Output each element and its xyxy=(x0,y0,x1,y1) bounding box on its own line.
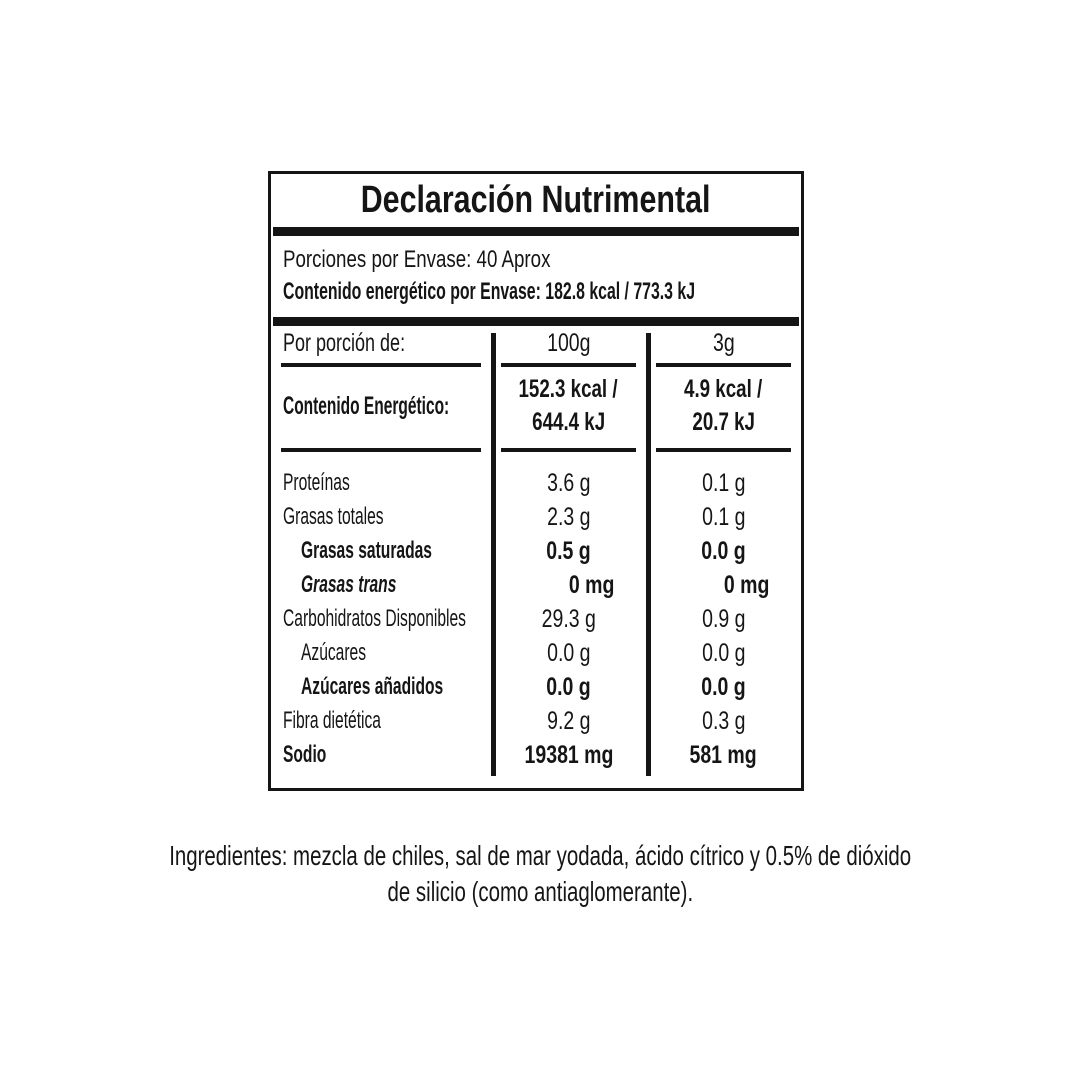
energy-per-3g-value: 4.9 kcal / 20.7 kJ xyxy=(684,375,763,436)
portion-label: Por porción de: xyxy=(283,328,406,357)
table-title-text: Declaración Nutrimental xyxy=(361,179,711,221)
servings-per-package: Porciones por Envase: 40 Aprox xyxy=(283,246,551,273)
value-per-100g: 3.6 g xyxy=(546,469,591,497)
header-portion-cell: Por porción de: xyxy=(271,326,491,367)
energy-underline xyxy=(501,448,636,452)
value-per-100g: 19381 mg xyxy=(524,741,613,769)
nutrient-label: Carbohidratos Disponibles xyxy=(283,605,466,632)
table-title: Declaración Nutrimental xyxy=(271,174,801,227)
value-per-3g: 0.9 g xyxy=(701,605,746,633)
value-per-3g: 0.1 g xyxy=(701,469,746,497)
value-per-100g: 9.2 g xyxy=(546,707,591,735)
columns-area: Por porción de: 100g 3g Contenido Energ xyxy=(271,326,801,788)
package-info-section: Porciones por Envase: 40 Aprox Contenido… xyxy=(271,236,801,317)
header-underline xyxy=(656,363,791,367)
value-per-3g: 0.3 g xyxy=(701,707,746,735)
nutrient-label: Fibra dietética xyxy=(283,707,381,734)
value-per-100g: 0.0 g xyxy=(546,673,591,701)
ingredients-text: Ingredientes: mezcla de chiles, sal de m… xyxy=(0,838,1080,910)
nutrient-label: Sodio xyxy=(283,741,327,768)
header-100g-cell: 100g xyxy=(491,326,646,367)
value-per-3g: 0.1 g xyxy=(701,503,746,531)
header-underline xyxy=(281,363,481,367)
nutrient-label: Grasas totales xyxy=(283,503,384,530)
energy-underline xyxy=(656,448,791,452)
value-per-100g: 0.5 g xyxy=(546,537,591,565)
column-100g-label: 100g xyxy=(546,328,591,357)
header-3g-cell: 3g xyxy=(646,326,801,367)
divider-bar-top xyxy=(273,227,799,236)
nutrient-label: Proteínas xyxy=(283,469,350,496)
energy-100g-cell: 152.3 kcal / 644.4 kJ xyxy=(491,367,646,452)
energy-row-label: Contenido Energético: xyxy=(283,391,450,420)
nutrients-list: Proteínas 3.6 g 0.1 g Grasas totales 2.3… xyxy=(271,466,801,772)
ingredients-line-1: Ingredientes: mezcla de chiles, sal de m… xyxy=(169,840,911,871)
energy-3g-cell: 4.9 kcal / 20.7 kJ xyxy=(646,367,801,452)
value-per-3g: 0.0 g xyxy=(701,537,746,565)
column-divider-2 xyxy=(646,333,651,776)
value-per-3g: 0 mg xyxy=(723,571,769,599)
value-per-3g: 0.0 g xyxy=(701,673,746,701)
ingredients-line-2: de silicio (como antiaglomerante). xyxy=(387,876,693,907)
energy-per-package: Contenido energético por Envase: 182.8 k… xyxy=(283,278,696,305)
header-underline xyxy=(501,363,636,367)
value-per-100g: 29.3 g xyxy=(541,605,596,633)
value-per-100g: 2.3 g xyxy=(546,503,591,531)
value-per-100g: 0 mg xyxy=(568,571,614,599)
nutrient-label: Grasas trans xyxy=(301,571,397,598)
energy-label-cell: Contenido Energético: xyxy=(271,367,491,452)
nutrient-label: Azúcares xyxy=(301,639,367,666)
value-per-100g: 0.0 g xyxy=(546,639,591,667)
column-divider-1 xyxy=(491,333,496,776)
energy-underline xyxy=(281,448,481,452)
divider-bar-mid xyxy=(273,317,799,326)
nutrient-label: Grasas saturadas xyxy=(301,537,432,564)
nutrition-facts-table: Declaración Nutrimental Porciones por En… xyxy=(268,171,804,791)
nutrient-label: Azúcares añadidos xyxy=(301,673,444,700)
value-per-3g: 0.0 g xyxy=(701,639,746,667)
energy-per-100g-value: 152.3 kcal / 644.4 kJ xyxy=(518,375,619,436)
column-3g-label: 3g xyxy=(712,328,735,357)
value-per-3g: 581 mg xyxy=(689,741,758,769)
